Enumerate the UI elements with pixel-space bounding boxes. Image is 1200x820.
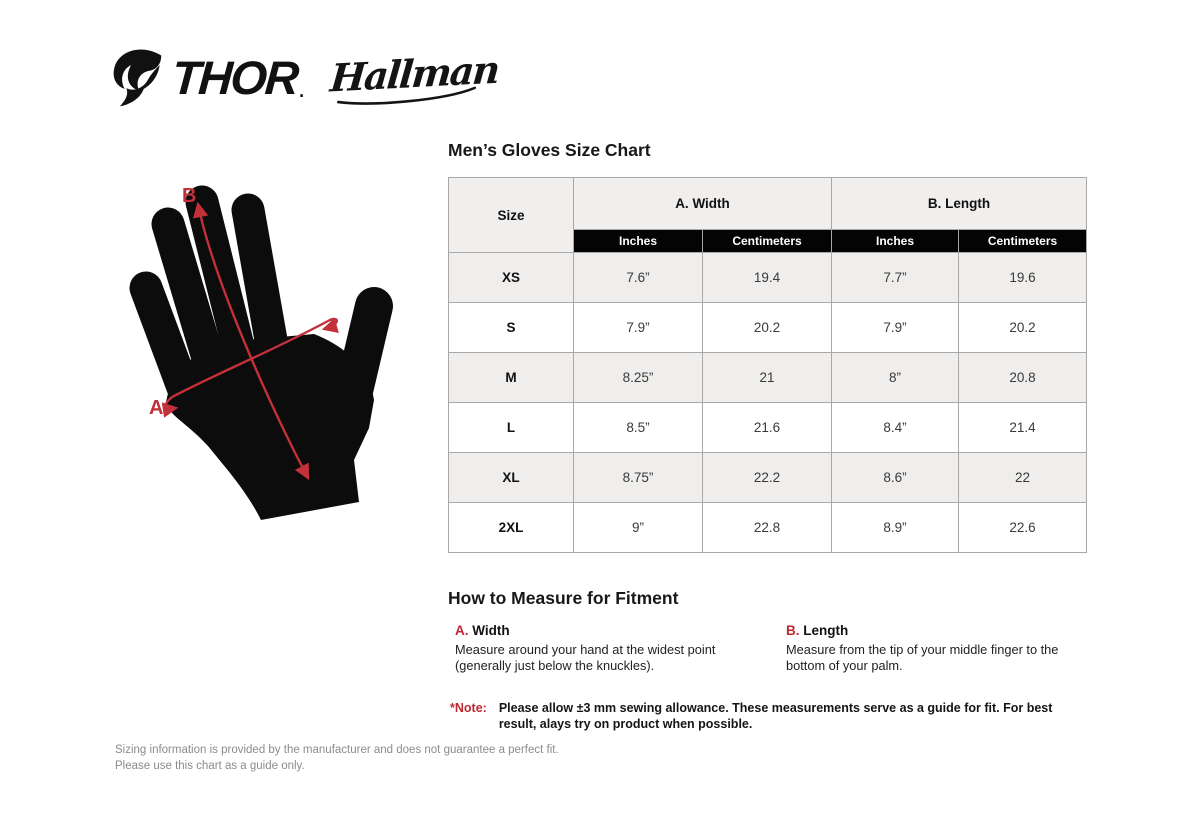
width-in-cell: 7.9” — [573, 302, 703, 353]
length-cm-cell: 19.6 — [958, 252, 1087, 303]
width-arrow-right-hook — [321, 317, 339, 333]
width-in-cell: 8.75” — [573, 452, 703, 503]
length-cm-cell: 22 — [958, 452, 1087, 503]
measure-length-description: Measure from the tip of your middle fing… — [786, 642, 1059, 673]
disclaimer-line-2: Please use this chart as a guide only. — [115, 759, 305, 772]
table-row: XL 8.75” 22.2 8.6” 22 — [448, 452, 1087, 503]
size-chart-table: Size A. Width B. Length Inches Centimete… — [448, 177, 1087, 553]
length-cm-cell: 20.8 — [958, 352, 1087, 403]
thor-goat-icon — [113, 49, 162, 107]
hallman-wordmark: Hallman — [322, 46, 510, 109]
table-row: M 8.25” 21 8” 20.8 — [448, 352, 1087, 403]
table-row: L 8.5” 21.6 8.4” 21.4 — [448, 402, 1087, 453]
size-cell: XL — [448, 452, 574, 503]
subheader-width-centimeters: Centimeters — [702, 229, 832, 253]
size-cell: M — [448, 352, 574, 403]
length-in-cell: 8.4” — [831, 402, 959, 453]
subheader-width-inches: Inches — [573, 229, 703, 253]
thor-logo: THOR . — [110, 46, 304, 108]
note-label: *Note: — [450, 701, 487, 715]
width-cm-cell: 22.2 — [702, 452, 832, 503]
width-line-a — [171, 319, 329, 399]
measure-width-description: Measure around your hand at the widest p… — [455, 642, 716, 673]
width-in-cell: 7.6” — [573, 252, 703, 303]
measure-length-label: Length — [803, 623, 849, 638]
length-in-cell: 8” — [831, 352, 959, 403]
measure-length-block: B. Length Measure from the tip of your m… — [786, 623, 1086, 674]
width-in-cell: 8.5” — [573, 402, 703, 453]
size-cell: L — [448, 402, 574, 453]
length-cm-cell: 21.4 — [958, 402, 1087, 453]
size-cell: S — [448, 302, 574, 353]
length-cm-cell: 20.2 — [958, 302, 1087, 353]
measure-section-title: How to Measure for Fitment — [448, 588, 679, 608]
length-in-cell: 8.6” — [831, 452, 959, 503]
disclaimer-line-1: Sizing information is provided by the ma… — [115, 744, 559, 756]
col-header-width: A. Width — [573, 177, 832, 230]
footer-disclaimer: Sizing information is provided by the ma… — [115, 743, 559, 774]
label-b: B — [182, 185, 196, 207]
sizing-note: *Note: Please allow ±3 mm sewing allowan… — [450, 701, 1095, 732]
measurement-arrows — [161, 201, 339, 481]
glove-measurement-diagram: B A /* bind diagram labels after load vi… — [129, 185, 393, 520]
size-chart-title: Men’s Gloves Size Chart — [448, 140, 651, 160]
width-in-cell: 9” — [573, 502, 703, 553]
width-in-cell: 8.25” — [573, 352, 703, 403]
subheader-length-centimeters: Centimeters — [958, 229, 1087, 253]
width-cm-cell: 20.2 — [702, 302, 832, 353]
table-row: 2XL 9” 22.8 8.9” 22.6 — [448, 502, 1087, 553]
thor-wordmark-dot: . — [299, 81, 305, 101]
measure-width-label: Width — [472, 623, 510, 638]
measure-length-prefix: B. — [786, 623, 800, 638]
size-cell: XS — [448, 252, 574, 303]
measure-width-prefix: A. — [455, 623, 469, 638]
hallman-swash — [337, 86, 477, 105]
table-subheader-row: Inches Centimeters Inches Centimeters — [449, 229, 1087, 253]
subheader-length-inches: Inches — [831, 229, 959, 253]
size-cell: 2XL — [448, 502, 574, 553]
width-arrow-left-hook — [161, 396, 179, 418]
col-header-size: Size — [448, 177, 574, 253]
label-a: A — [149, 397, 163, 419]
table-row: XS 7.6” 19.4 7.7” 19.6 — [448, 252, 1087, 303]
width-cm-cell: 21.6 — [702, 402, 832, 453]
thor-wordmark: THOR — [170, 50, 300, 104]
table-header-row: Size A. Width B. Length — [448, 177, 1087, 253]
length-cm-cell: 22.6 — [958, 502, 1087, 553]
length-in-cell: 8.9” — [831, 502, 959, 553]
length-in-cell: 7.7” — [831, 252, 959, 303]
col-header-length: B. Length — [831, 177, 1087, 230]
measure-width-block: A. Width Measure around your hand at the… — [455, 623, 773, 674]
length-in-cell: 7.9” — [831, 302, 959, 353]
measure-length-heading: B. Length — [786, 623, 1086, 638]
brand-logos: THOR . Hallman — [110, 46, 508, 108]
measure-width-heading: A. Width — [455, 623, 773, 638]
width-cm-cell: 21 — [702, 352, 832, 403]
hand-silhouette — [129, 185, 393, 520]
width-cm-cell: 19.4 — [702, 252, 832, 303]
length-arrow-b — [192, 201, 310, 481]
table-row: S 7.9” 20.2 7.9” 20.2 — [448, 302, 1087, 353]
width-cm-cell: 22.8 — [702, 502, 832, 553]
note-text: Please allow ±3 mm sewing allowance. The… — [498, 701, 1053, 731]
